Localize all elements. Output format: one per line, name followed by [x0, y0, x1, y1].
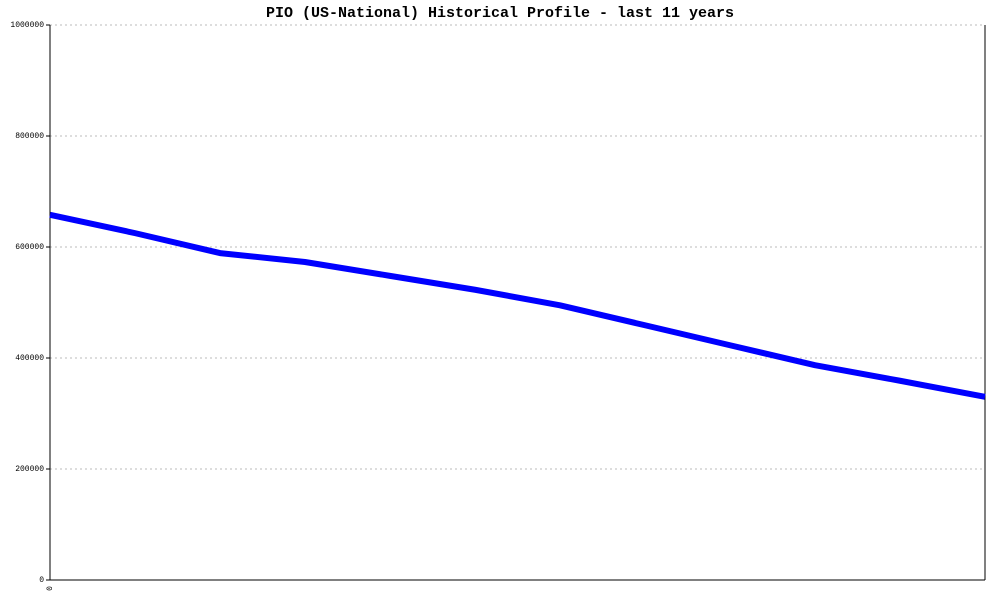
y-tick-label: 600000 — [15, 243, 44, 252]
y-tick-label: 0 — [39, 576, 44, 585]
y-tick-label: 800000 — [15, 132, 44, 141]
x-tick-label: 0 — [46, 586, 55, 591]
y-tick-label: 1000000 — [10, 21, 44, 30]
chart-title: PIO (US-National) Historical Profile - l… — [266, 5, 734, 22]
y-tick-label: 200000 — [15, 465, 44, 474]
y-tick-label: 400000 — [15, 354, 44, 363]
data-line — [49, 211, 986, 400]
